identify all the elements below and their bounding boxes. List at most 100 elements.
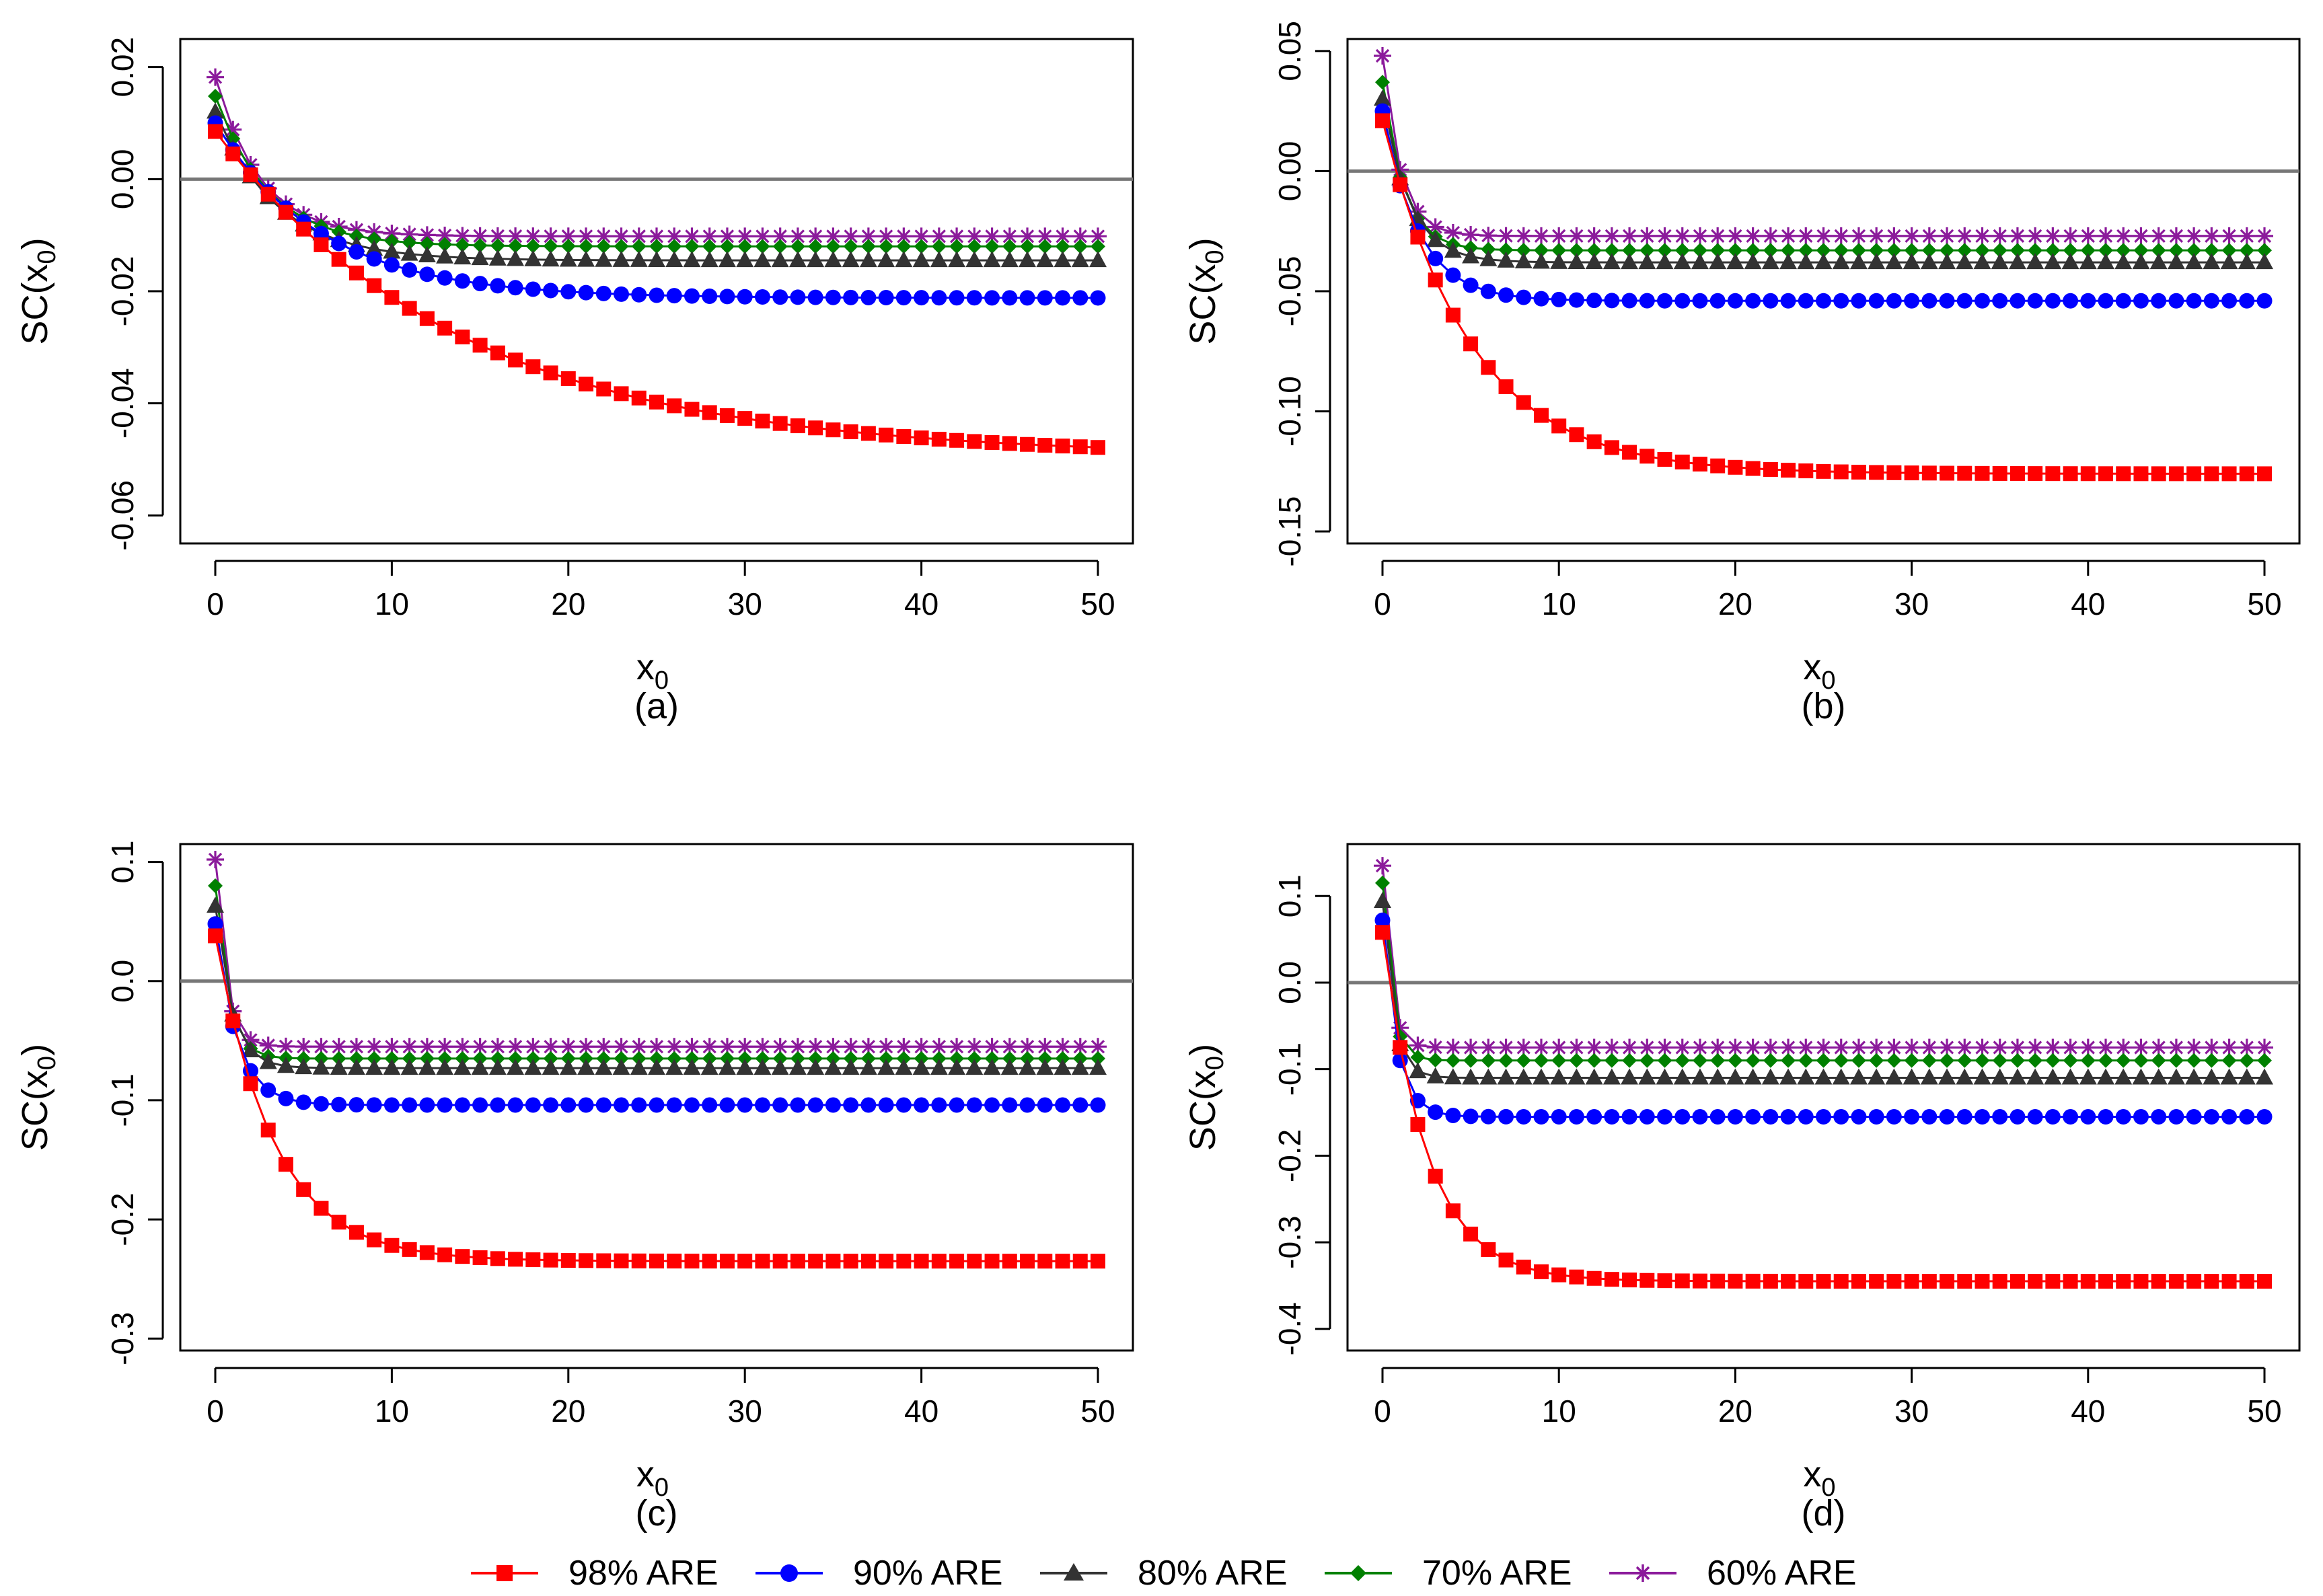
data-point: [1426, 1038, 1444, 1057]
data-point: [967, 434, 982, 449]
legend-marker-80: [1064, 1563, 1084, 1581]
x-tick-label: 50: [2247, 586, 2281, 621]
data-point: [702, 1097, 718, 1113]
data-point: [1904, 1108, 1920, 1125]
data-point: [807, 1097, 823, 1113]
data-point: [807, 289, 823, 305]
data-point: [1463, 1108, 1479, 1125]
data-point: [649, 1051, 664, 1066]
data-point: [525, 1051, 541, 1066]
data-point: [1516, 1053, 1531, 1068]
data-point: [718, 251, 736, 268]
series-60-are: [1374, 47, 2273, 245]
data-point: [1798, 243, 1814, 258]
legend-item-60: 60% ARE: [1609, 1554, 1857, 1593]
data-point: [488, 227, 507, 245]
data-point: [1763, 1053, 1778, 1068]
data-point: [1814, 1038, 1833, 1057]
chart-panel-1: 0 10 20 30 40 50 0.02 0.00 -0.02 -0.04 -0.06 SC(x0)…: [15, 37, 1134, 726]
data-point: [1973, 227, 1991, 245]
data-point: [1550, 227, 1568, 245]
data-point: [1692, 457, 1707, 472]
data-point: [1798, 1053, 1814, 1068]
data-point: [1639, 293, 1655, 309]
data-point: [1921, 1274, 1937, 1289]
data-point: [455, 1051, 470, 1066]
data-point: [1745, 293, 1761, 309]
data-point: [1072, 1254, 1088, 1269]
data-point: [1974, 1108, 1990, 1125]
data-point: [930, 251, 948, 268]
x-tick-label: 30: [1894, 586, 1929, 621]
data-point: [790, 1051, 805, 1066]
data-point: [472, 237, 488, 253]
data-point: [630, 1059, 648, 1075]
data-point: [2186, 466, 2202, 482]
x-tick-label: 0: [1374, 1394, 1391, 1429]
data-point: [2116, 1053, 2131, 1068]
data-point: [1938, 253, 1956, 270]
y-tick-label: -0.4: [1272, 1302, 1307, 1355]
data-point: [2220, 253, 2238, 270]
data-point: [2221, 1274, 2237, 1289]
data-point: [1761, 227, 1779, 245]
data-point: [1763, 1273, 1778, 1289]
data-point: [1498, 1053, 1514, 1068]
data-point: [1621, 293, 1637, 309]
data-point: [1797, 227, 1815, 245]
y-axis-label: SC(x0): [15, 237, 61, 344]
data-point: [914, 1051, 929, 1066]
data-point: [914, 430, 929, 446]
data-point: [931, 1051, 947, 1066]
data-point: [1621, 1068, 1639, 1085]
data-point: [365, 239, 383, 256]
data-point: [931, 431, 947, 447]
data-point: [1692, 1053, 1707, 1068]
data-point: [896, 429, 912, 445]
data-point: [665, 251, 684, 268]
data-point: [543, 238, 558, 254]
data-point: [1551, 1108, 1567, 1125]
data-point: [453, 248, 472, 265]
y-tick-label: 0.0: [105, 960, 140, 1003]
data-point: [453, 1059, 472, 1075]
data-point: [2204, 466, 2219, 482]
data-point: [1498, 242, 1514, 258]
data-point: [1479, 1038, 1498, 1057]
data-point: [2168, 293, 2184, 309]
series-98-are: [208, 928, 1105, 1269]
data-point: [1621, 227, 1639, 245]
data-point: [2133, 243, 2149, 258]
data-point: [1869, 1274, 1884, 1289]
data-point: [1851, 243, 1866, 258]
data-point: [1992, 465, 2007, 481]
series-60-are: [1374, 857, 2273, 1057]
data-point: [1551, 1267, 1567, 1283]
data-point: [2186, 243, 2202, 258]
data-point: [1036, 1038, 1054, 1056]
x-tick-label: 10: [375, 586, 409, 621]
data-point: [1957, 465, 1972, 481]
data-point: [367, 1232, 382, 1248]
data-point: [948, 227, 966, 245]
data-point: [2028, 466, 2043, 482]
data-point: [1956, 227, 1974, 245]
data-point: [1920, 1068, 1938, 1085]
data-point: [384, 290, 400, 305]
data-point: [649, 239, 664, 254]
data-point: [1921, 243, 1937, 258]
y-tick-label: 0.1: [105, 841, 140, 884]
data-point: [490, 1251, 505, 1266]
data-point: [755, 1051, 770, 1066]
data-point: [1940, 1274, 1955, 1289]
data-point: [1832, 227, 1850, 245]
data-point: [1516, 289, 1532, 305]
data-point: [631, 1097, 647, 1113]
data-point: [2167, 1038, 2185, 1057]
data-point: [614, 1051, 629, 1066]
data-point: [525, 359, 541, 375]
data-point: [1410, 1049, 1426, 1065]
data-point: [559, 1059, 577, 1075]
data-point: [754, 1097, 770, 1113]
data-point: [930, 1059, 948, 1075]
